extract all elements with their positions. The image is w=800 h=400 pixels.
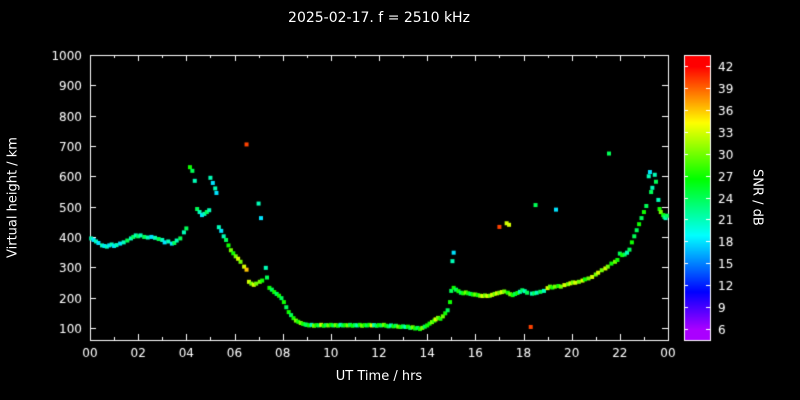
scatter-plot-canvas (0, 0, 800, 400)
ionogram-page: { "title": "2025-02-17. f = 2510 kHz", "… (0, 0, 800, 400)
